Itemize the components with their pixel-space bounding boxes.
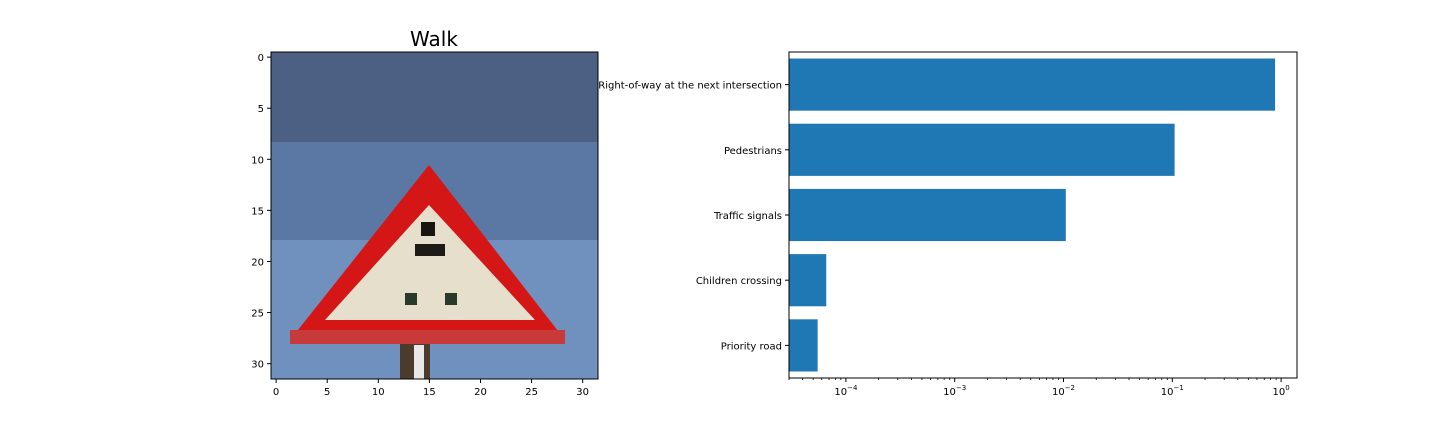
bar-x-tick-label: 10−1	[1161, 384, 1184, 398]
image-y-tick-label: 30	[251, 360, 264, 371]
bar-category-label: Children crossing	[696, 276, 782, 287]
image-y-tick-label: 20	[251, 257, 264, 268]
bar	[789, 188, 1066, 242]
bar	[789, 123, 1175, 176]
image-y-tick-label: 25	[251, 309, 264, 320]
bar-x-tick-exponent: −3	[956, 384, 966, 392]
bar	[789, 254, 827, 307]
pedestrian-head	[421, 222, 435, 236]
image-y-tick-label: 5	[258, 104, 264, 115]
bar-category-label: Traffic signals	[713, 211, 782, 222]
bar-x-tick-base: 10	[943, 387, 956, 398]
sign-bottom-edge	[290, 330, 565, 344]
image-x-tick-label: 25	[525, 387, 538, 398]
bar-x-tick-exponent: 0	[1285, 384, 1289, 392]
image-title: Walk	[410, 27, 458, 51]
traffic-sign-image	[271, 52, 598, 379]
image-y-tick-label: 15	[251, 206, 264, 217]
bar-x-tick-label: 10−4	[834, 384, 858, 398]
image-x-tick-label: 10	[372, 387, 385, 398]
image-x-tick-label: 0	[273, 387, 279, 398]
image-x-tick-label: 20	[474, 387, 487, 398]
bar-x-tick-label: 10−3	[943, 384, 966, 398]
image-x-tick-label: 30	[576, 387, 589, 398]
bar-x-tick-base: 10	[1052, 387, 1065, 398]
dark-branches-region	[271, 52, 598, 142]
pedestrian-body	[415, 244, 445, 256]
bar-x-tick-exponent: −2	[1065, 384, 1075, 392]
bar	[789, 58, 1276, 111]
image-y-tick-label: 0	[258, 53, 264, 64]
image-y-tick-label: 10	[251, 155, 264, 166]
image-axes-frame	[270, 51, 599, 380]
image-x-tick-label: 15	[423, 387, 436, 398]
bar-x-tick-label: 100	[1272, 384, 1289, 398]
bar-x-tick-label: 10−2	[1052, 384, 1075, 398]
sign-pole-highlight	[414, 345, 424, 379]
bar-x-tick-base: 10	[1161, 387, 1174, 398]
bar-category-label: Right-of-way at the next intersection	[598, 81, 782, 92]
bars	[789, 58, 1276, 372]
sign-white-center	[325, 205, 535, 320]
bar-category-label: Priority road	[721, 341, 782, 352]
bar-panel: Right-of-way at the next intersection Ped…	[598, 51, 1298, 398]
bar-category-label: Pedestrians	[724, 146, 782, 157]
image-y-ticks: 0 5 10 15 20 25 30	[251, 53, 271, 371]
bar-x-tick-base: 10	[834, 387, 847, 398]
bar-x-ticks: 10−4 10−3 10−2 10−1 100	[788, 378, 1290, 398]
bar-x-tick-base: 10	[1272, 387, 1285, 398]
bar-x-tick-exponent: −4	[847, 384, 858, 392]
bar-y-ticks: Right-of-way at the next intersection Ped…	[598, 81, 789, 352]
bar-x-tick-exponent: −1	[1174, 384, 1184, 392]
pedestrian-leg-right	[445, 293, 457, 305]
pedestrian-leg-left	[405, 293, 417, 305]
image-x-tick-label: 5	[324, 387, 330, 398]
bar	[789, 319, 818, 372]
image-x-ticks: 0 5 10 15 20 25 30	[273, 379, 589, 398]
